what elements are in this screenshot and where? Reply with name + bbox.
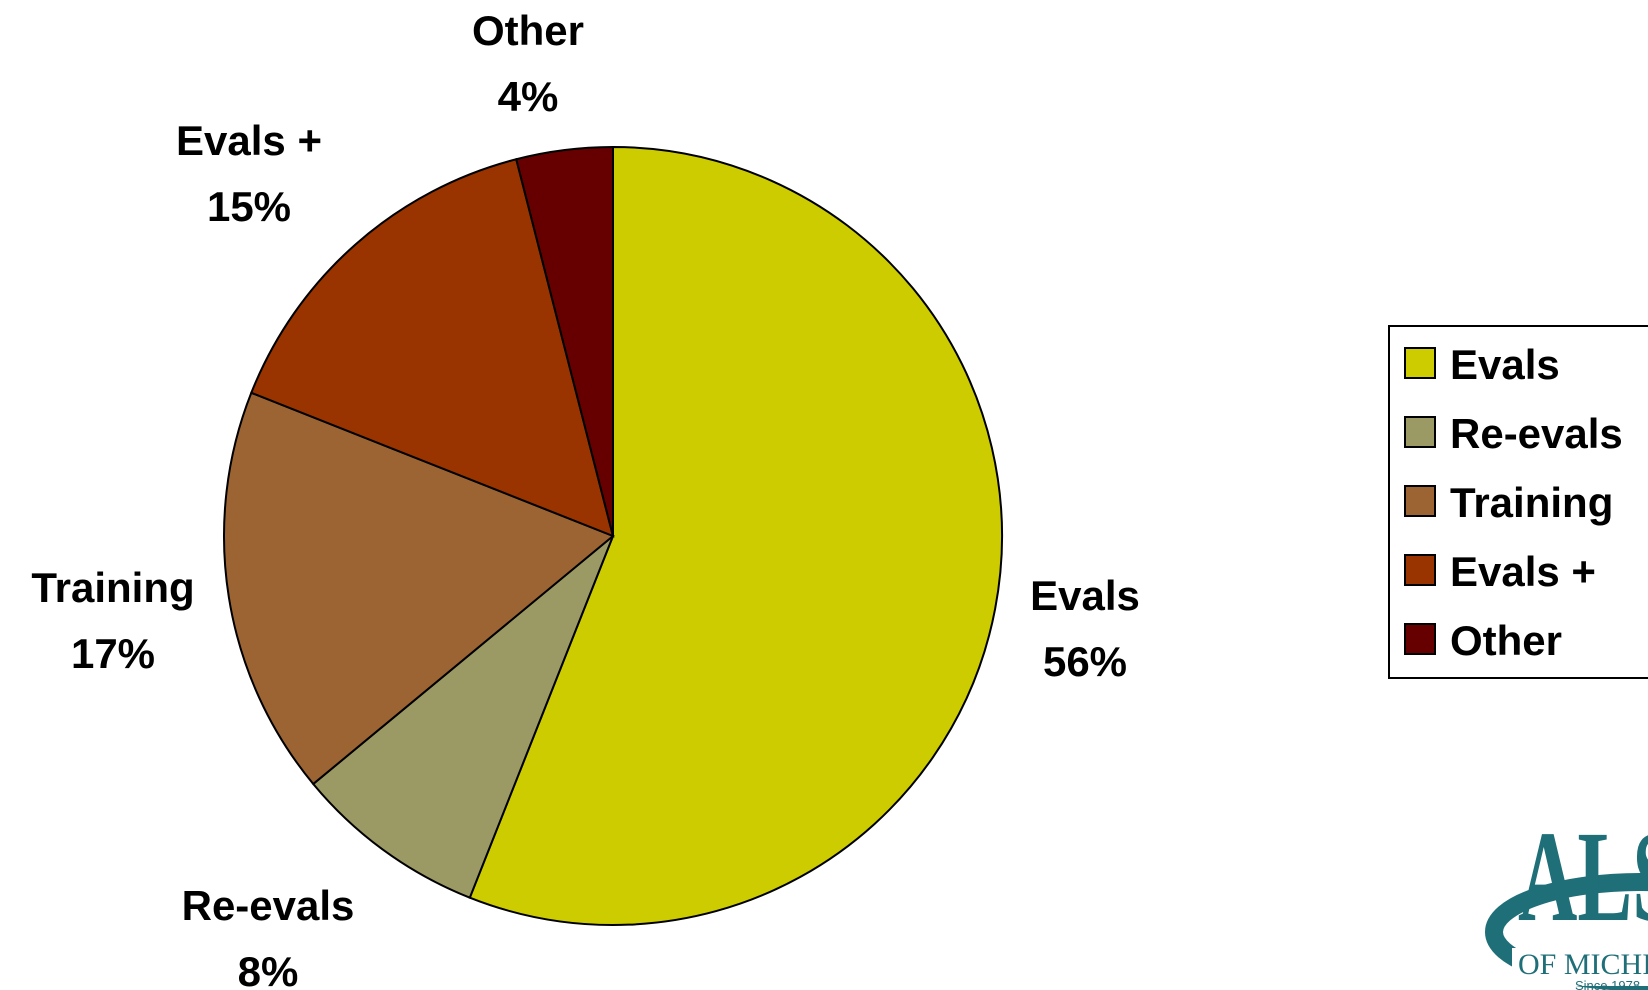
pie-slice-evals	[250, 158, 615, 538]
pie-slice-re-evals	[311, 535, 614, 899]
legend-item-re-evals: Re-evals	[1404, 410, 1623, 457]
legend-swatch	[1404, 416, 1436, 448]
slice-labels: Evals 56% Re-evals 8% Training 17% Evals +15% O…	[31, 7, 1140, 990]
legend-label: Re-evals	[1450, 410, 1623, 457]
legend-item-training: Training	[1404, 479, 1613, 526]
legend-label: Evals +	[1450, 548, 1596, 595]
legend-label: Evals	[1450, 341, 1560, 388]
pie-slice-other	[515, 145, 614, 537]
logo-main-text: ALS	[1518, 805, 1648, 949]
legend-swatch	[1404, 347, 1436, 379]
slice-label-training: Training 17%	[31, 564, 194, 677]
logo-band	[1512, 948, 1648, 986]
legend: Evals Re-evals Training Evals + Other	[1388, 325, 1648, 679]
slice-label-re-evals: Re-evals 8%	[182, 882, 355, 990]
legend-item-other: Other	[1404, 617, 1562, 664]
slice-label-evals: Evals +15%	[176, 117, 322, 230]
pie-slice-evals	[468, 145, 1003, 926]
als-logo: ALS OF MICHIGAN Since 1978	[1485, 805, 1648, 990]
legend-items: Evals Re-evals Training Evals + Other	[1404, 341, 1623, 664]
legend-swatch	[1404, 554, 1436, 586]
pie-slices	[223, 145, 1003, 926]
legend-swatch	[1404, 623, 1436, 655]
legend-label: Other	[1450, 617, 1562, 664]
slice-label-other: Other 4%	[472, 7, 584, 120]
logo-subtitle: OF MICHIGAN	[1518, 948, 1648, 981]
legend-swatch	[1404, 485, 1436, 517]
logo-since: Since 1978	[1575, 978, 1640, 990]
slice-label-evals: Evals 56%	[1030, 572, 1140, 685]
pie-slice-training	[223, 391, 615, 786]
legend-item-evals: Evals	[1404, 341, 1560, 388]
legend-label: Training	[1450, 479, 1613, 526]
legend-item-evals: Evals +	[1404, 548, 1596, 595]
